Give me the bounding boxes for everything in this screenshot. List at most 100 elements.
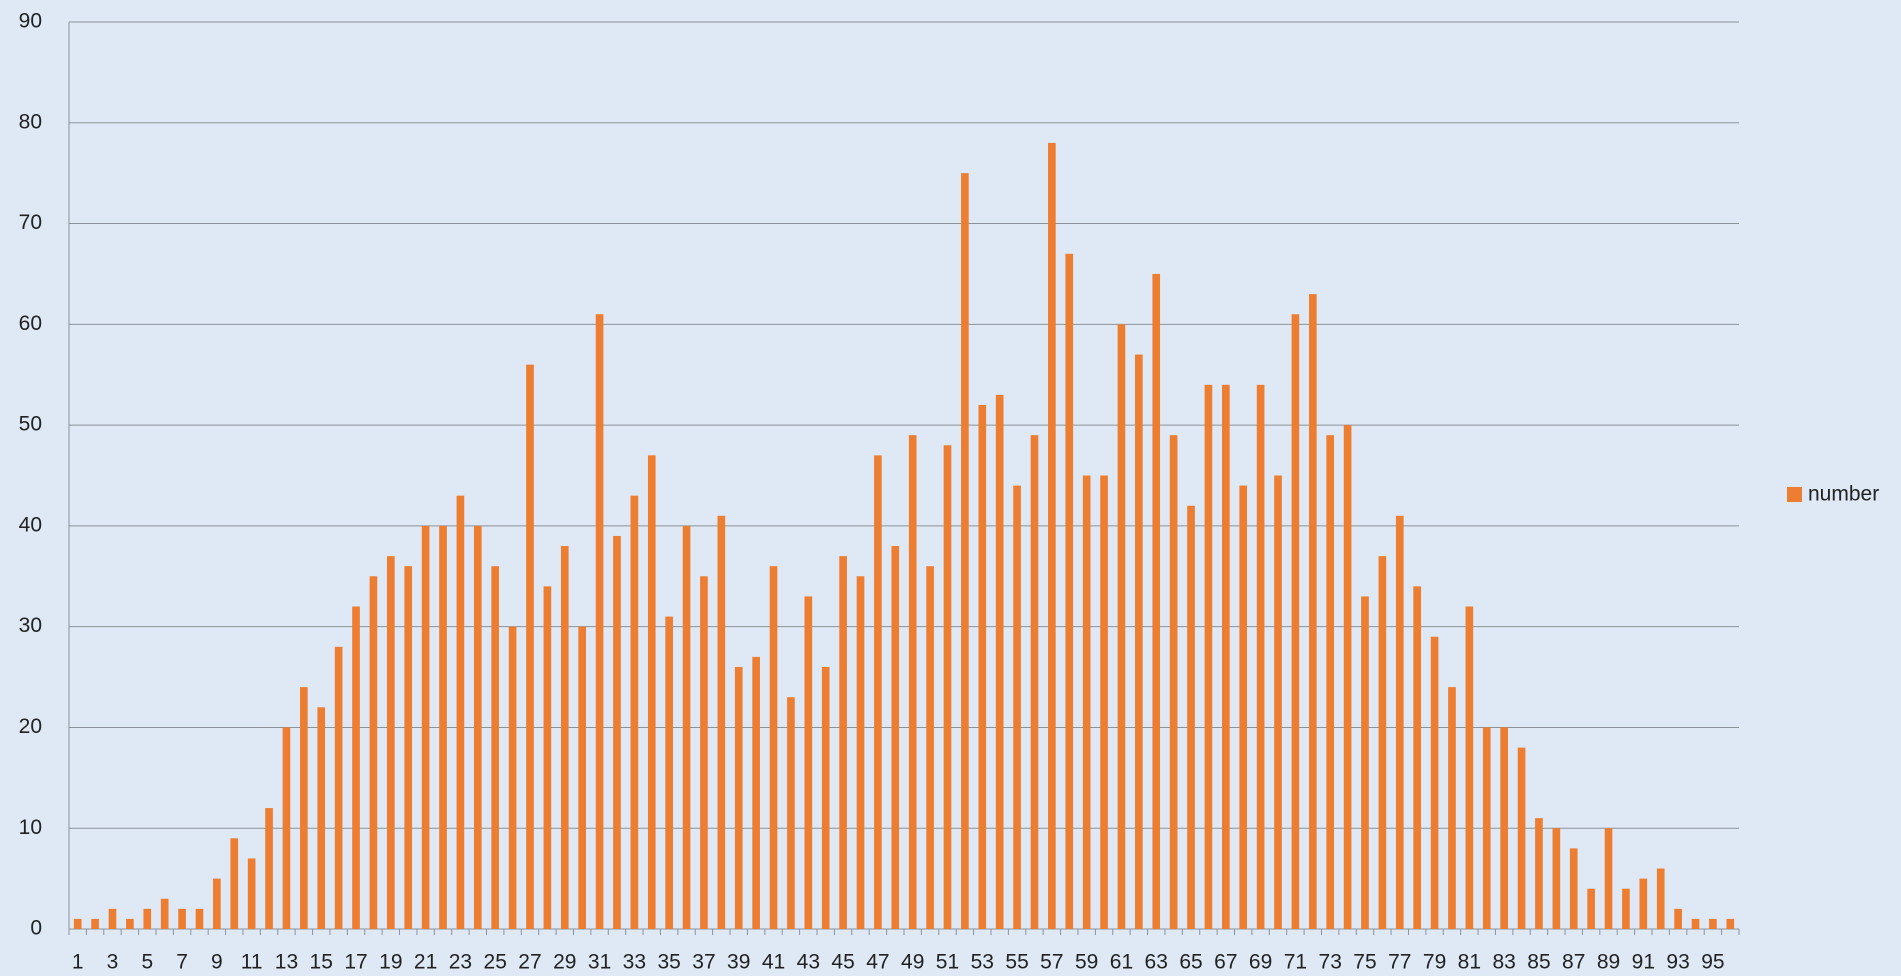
bar (1343, 425, 1352, 929)
bar (943, 445, 952, 929)
bar (1030, 435, 1039, 929)
x-tick-label: 57 (1040, 951, 1063, 974)
bar (1709, 918, 1717, 929)
bar (195, 908, 204, 929)
bar (178, 908, 186, 929)
bar (73, 918, 82, 929)
x-tick-label: 27 (518, 951, 541, 974)
x-tick-label: 11 (241, 951, 263, 974)
bar (1726, 918, 1735, 929)
x-tick-label: 35 (657, 951, 680, 974)
x-tick-label: 47 (866, 951, 889, 974)
bar (647, 455, 656, 929)
bar (421, 525, 430, 929)
bar (1065, 253, 1074, 930)
x-tick-label: 59 (1075, 951, 1098, 974)
bar (821, 666, 830, 929)
bar (108, 908, 117, 929)
bar (456, 495, 465, 929)
legend-swatch (1787, 487, 1802, 502)
bar (386, 556, 395, 929)
bar (1535, 818, 1543, 929)
bar (1013, 485, 1021, 929)
bar (891, 546, 900, 929)
bar (1378, 556, 1387, 929)
bar (752, 656, 760, 929)
bar (282, 727, 291, 929)
bar (1291, 314, 1300, 929)
x-tick-label: 43 (797, 951, 820, 974)
x-tick-label: 7 (176, 951, 188, 974)
bar (978, 404, 987, 929)
bar (1465, 606, 1474, 929)
bar (247, 858, 256, 929)
bar (1448, 687, 1456, 929)
x-tick-label: 31 (588, 951, 611, 974)
y-tick-label: 90 (19, 10, 42, 33)
bar (230, 838, 239, 929)
bar (682, 525, 691, 929)
bar (804, 596, 813, 929)
x-tick-label: 73 (1319, 951, 1342, 974)
x-tick-label: 81 (1458, 951, 1481, 974)
y-tick-label: 20 (19, 715, 42, 738)
x-tick-label: 65 (1179, 951, 1202, 974)
x-tick-label: 23 (449, 951, 472, 974)
bar (908, 435, 917, 929)
bar (613, 535, 621, 929)
bar (300, 687, 308, 929)
x-tick-label: 71 (1284, 951, 1307, 974)
x-tick-label: 15 (310, 951, 333, 974)
bar (317, 707, 326, 929)
y-tick-label: 60 (19, 312, 42, 335)
bar (369, 576, 378, 929)
x-tick-label: 67 (1214, 951, 1237, 974)
x-tick-label: 3 (107, 951, 119, 974)
bar (578, 626, 587, 929)
bar (1674, 908, 1682, 929)
bar (1169, 435, 1178, 929)
bar (1221, 384, 1230, 929)
bar (1622, 888, 1630, 929)
bar (526, 364, 534, 930)
bar (126, 918, 134, 929)
x-tick-label: 83 (1492, 951, 1515, 974)
bar (1413, 586, 1422, 929)
bar (1187, 505, 1195, 929)
x-tick-label: 33 (623, 951, 646, 974)
x-tick-label: 5 (141, 951, 153, 974)
bar (1517, 747, 1526, 929)
legend-label: number (1808, 483, 1879, 506)
bar (1430, 636, 1439, 929)
x-tick-label: 63 (1145, 951, 1168, 974)
bar (874, 455, 882, 929)
bar (665, 616, 673, 929)
x-tick-label: 75 (1353, 951, 1376, 974)
bar (1135, 354, 1143, 930)
bar (1691, 918, 1700, 929)
bar (700, 576, 708, 929)
bar (1500, 727, 1508, 929)
bar (404, 566, 413, 929)
bar (1117, 324, 1126, 929)
bar (160, 898, 169, 929)
x-tick-label: 25 (484, 951, 507, 974)
bar (1048, 142, 1056, 929)
bar (1552, 828, 1561, 929)
x-tick-label: 19 (379, 951, 402, 974)
y-tick-label: 70 (19, 211, 42, 234)
x-tick-label: 41 (762, 951, 785, 974)
x-tick-label: 9 (211, 951, 223, 974)
bar (560, 546, 569, 929)
bar (926, 566, 934, 929)
bar (1308, 294, 1317, 930)
bar (334, 646, 343, 929)
bar (1395, 515, 1404, 929)
x-tick-label: 53 (971, 951, 994, 974)
x-tick-label: 95 (1701, 951, 1724, 974)
bar (1639, 878, 1648, 929)
bar (1482, 727, 1491, 929)
bar (1587, 888, 1595, 929)
